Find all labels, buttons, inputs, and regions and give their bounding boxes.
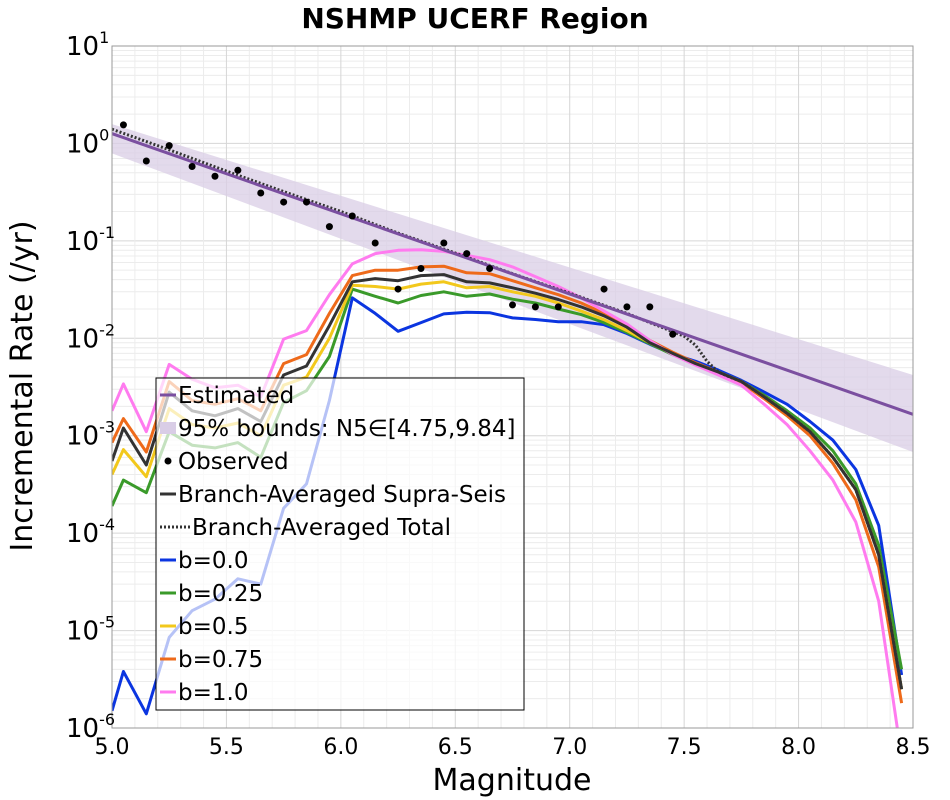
observed-point [509,301,516,309]
legend-label: b=0.25 [178,581,263,607]
y-tick-label: 10-5 [66,613,115,647]
y-tick-label: 100 [66,125,109,159]
observed-point [463,250,471,258]
observed-point [280,198,288,206]
observed-point [417,265,425,273]
observed-point [600,285,608,293]
x-tick-label: 6.0 [323,735,358,760]
observed-point [554,303,562,311]
x-tick-label: 6.5 [438,735,473,760]
y-tick-label: 10-3 [66,418,115,452]
observed-point [325,223,333,231]
legend-label: b=0.0 [178,548,248,574]
observed-point [623,303,631,311]
y-axis-label: Incremental Rate (/yr) [5,220,40,551]
legend: Estimated 95% bounds: N5∈[4.75,9.84] Obser… [155,377,525,711]
legend-label: 95% bounds: N5∈[4.75,9.84] [178,416,515,442]
observed-point [394,285,402,293]
y-tick-label: 101 [66,28,109,62]
legend-label: b=0.5 [178,614,248,640]
observed-point [303,198,311,206]
legend-label: Branch-Averaged Supra-Seis [178,482,506,508]
observed-point [371,239,379,247]
legend-label: Estimated [178,383,294,409]
x-tick-label: 5.0 [95,735,130,760]
observed-point [234,166,242,174]
y-tick-label: 10-2 [66,320,115,354]
observed-point [531,303,539,311]
x-axis-label: Magnitude [433,763,592,798]
legend-label: Branch-Averaged Total [192,515,451,541]
observed-point [211,172,219,180]
observed-point [188,162,196,170]
observed-point [669,330,677,338]
observed-point [486,265,494,273]
legend-swatch [164,457,172,465]
observed-point [257,189,265,197]
x-tick-label: 5.5 [209,735,244,760]
x-tick-label: 8.5 [896,735,931,760]
estimated-line [112,132,913,416]
observed-point [142,157,150,165]
y-tick-label: 10-6 [66,710,115,744]
observed-point [165,142,173,150]
legend-label: b=1.0 [178,680,248,706]
legend-swatch [160,422,176,434]
y-tick-labels: 101 100 10-1 10-2 10-3 10-4 10-5 10-6 [66,28,115,744]
observed-point [348,212,356,220]
observed-point [646,303,654,311]
x-tick-label: 7.0 [552,735,587,760]
y-tick-label: 10-4 [66,515,115,549]
x-tick-label: 8.0 [781,735,816,760]
legend-label: Observed [178,449,289,475]
x-tick-label: 7.5 [667,735,702,760]
observed-point [440,239,448,247]
legend-box [155,377,525,711]
chart-title: NSHMP UCERF Region [301,2,648,35]
legend-label: b=0.75 [178,647,263,673]
plot-frame [111,45,914,729]
points-layer [119,121,677,338]
observed-point [119,121,127,129]
x-tick-labels: 5.0 5.5 6.0 6.5 7.0 7.5 8.0 8.5 [95,735,931,760]
y-tick-label: 10-1 [66,223,115,257]
